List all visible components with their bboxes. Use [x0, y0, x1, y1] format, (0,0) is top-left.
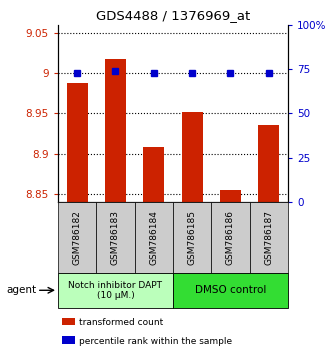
Bar	[220, 190, 241, 202]
Text: GSM786187: GSM786187	[264, 210, 273, 265]
Text: GSM786184: GSM786184	[149, 210, 158, 265]
FancyBboxPatch shape	[58, 273, 173, 308]
Bar	[258, 125, 279, 202]
Bar	[62, 336, 75, 344]
Bar	[105, 58, 126, 202]
Bar	[62, 318, 75, 325]
Text: DMSO control: DMSO control	[195, 285, 266, 295]
Bar	[182, 112, 203, 202]
FancyBboxPatch shape	[211, 202, 250, 273]
Text: GSM786183: GSM786183	[111, 210, 120, 265]
FancyBboxPatch shape	[173, 202, 211, 273]
FancyBboxPatch shape	[173, 273, 288, 308]
FancyBboxPatch shape	[96, 202, 135, 273]
Text: Notch inhibitor DAPT
(10 μM.): Notch inhibitor DAPT (10 μM.)	[69, 281, 163, 300]
Text: transformed count: transformed count	[79, 318, 163, 327]
Bar	[143, 147, 164, 202]
FancyBboxPatch shape	[250, 202, 288, 273]
Text: percentile rank within the sample: percentile rank within the sample	[79, 337, 232, 346]
Text: GSM786182: GSM786182	[72, 210, 82, 265]
Bar	[67, 83, 88, 202]
Text: GSM786186: GSM786186	[226, 210, 235, 265]
Title: GDS4488 / 1376969_at: GDS4488 / 1376969_at	[96, 9, 250, 22]
FancyBboxPatch shape	[58, 202, 96, 273]
Text: GSM786185: GSM786185	[188, 210, 197, 265]
FancyBboxPatch shape	[135, 202, 173, 273]
Text: agent: agent	[6, 285, 36, 295]
